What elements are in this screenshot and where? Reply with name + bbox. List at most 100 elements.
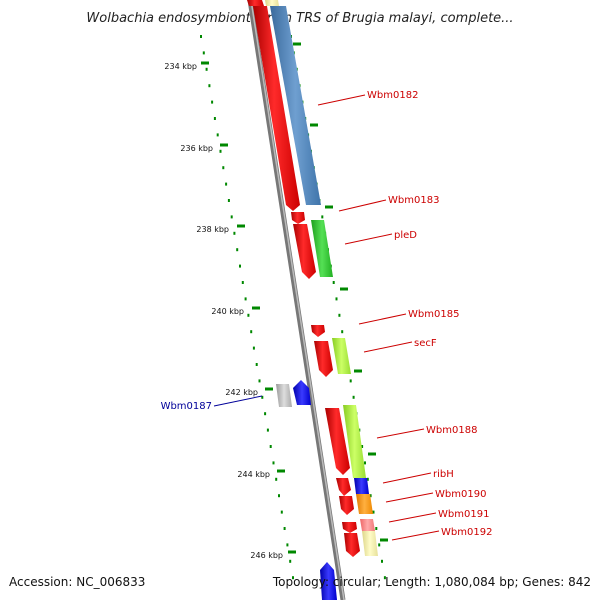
cog-bar-ribh xyxy=(354,478,369,494)
leader-line xyxy=(376,428,425,439)
leader-line xyxy=(391,530,440,541)
minor-tick-dot xyxy=(205,67,208,71)
minor-tick-dot xyxy=(349,379,352,383)
minor-tick-dot xyxy=(283,527,286,530)
leader-line xyxy=(317,94,366,106)
gene-arrow-wbm0188 xyxy=(325,408,350,475)
minor-tick-dot xyxy=(200,35,202,38)
gene-arrow xyxy=(247,0,264,6)
accession-text: Accession: NC_006833 xyxy=(9,575,145,589)
label-secf[interactable]: secF xyxy=(414,338,437,349)
minor-tick-dot xyxy=(352,395,355,399)
minor-tick-dot xyxy=(250,330,253,334)
tick-labels: 234 kbp 236 kbp 238 kbp 240 kbp 242 kbp … xyxy=(164,61,296,560)
cog-bar-wbm0190 xyxy=(356,494,373,514)
gene-arrow-wbm0191 xyxy=(342,522,357,533)
gene-labels: Wbm0182 Wbm0183 pleD Wbm0185 secF Wbm018… xyxy=(161,90,492,541)
minor-tick-dot xyxy=(261,395,264,399)
tick-label: 236 kbp xyxy=(180,144,213,153)
label-pled[interactable]: pleD xyxy=(394,230,417,241)
minor-tick-dot xyxy=(211,100,214,104)
gene-arrow-bottom xyxy=(320,562,337,600)
tick-label: 240 kbp xyxy=(211,307,244,316)
tick-label: 238 kbp xyxy=(196,225,229,234)
minor-tick-dot xyxy=(332,281,335,284)
label-ribh[interactable]: ribH xyxy=(433,469,454,480)
minor-tick-dot xyxy=(252,346,255,350)
minor-tick-dot xyxy=(375,527,378,530)
minor-tick-dot xyxy=(233,231,236,235)
leader-line xyxy=(358,313,407,325)
minor-tick-dot xyxy=(335,297,338,301)
minor-tick-dot xyxy=(369,494,372,498)
gene-arrow-pled xyxy=(293,224,316,279)
cog-bar-secf xyxy=(332,338,351,374)
minor-tick-dot xyxy=(241,281,244,284)
cog-bar-wbm0191 xyxy=(360,519,375,531)
label-wbm0190[interactable]: Wbm0190 xyxy=(435,489,486,500)
minor-tick-dot xyxy=(236,248,239,252)
label-wbm0182[interactable]: Wbm0182 xyxy=(367,90,418,101)
leader-line xyxy=(344,233,393,245)
minor-tick-dot xyxy=(247,313,250,317)
minor-tick-dot xyxy=(321,215,324,219)
minor-tick-dot xyxy=(292,576,294,580)
minor-tick-dot xyxy=(227,199,230,202)
minor-tick-dot xyxy=(258,379,261,383)
cog-bar-wbm0182 xyxy=(270,6,321,205)
minor-tick-dot xyxy=(202,51,205,55)
minor-tick-dot xyxy=(222,166,225,170)
leader-line xyxy=(388,512,437,523)
gene-arrow-wbm0190 xyxy=(339,496,354,515)
leader-line xyxy=(385,492,434,503)
gene-arrow-wbm0185 xyxy=(311,325,325,337)
tick-label: 246 kbp xyxy=(250,551,283,560)
label-wbm0191[interactable]: Wbm0191 xyxy=(438,509,489,520)
cog-bar-pled xyxy=(311,220,333,277)
minor-tick-dot xyxy=(216,133,219,137)
minor-tick-dot xyxy=(255,363,258,366)
minor-tick-dot xyxy=(219,149,222,153)
minor-tick-dot xyxy=(361,445,364,448)
minor-tick-dot xyxy=(230,215,233,219)
cog-bar-wbm0188 xyxy=(343,405,366,478)
minor-tick-dot xyxy=(275,477,278,481)
gene-arrow-wbm0183 xyxy=(291,212,305,224)
minor-tick-dot xyxy=(208,84,211,88)
label-wbm0185[interactable]: Wbm0185 xyxy=(408,309,459,320)
gene-arrow-ribh xyxy=(336,478,351,496)
gene-arrow-secf xyxy=(314,341,333,377)
minor-tick-dot xyxy=(338,313,341,317)
minor-tick-dot xyxy=(264,412,267,416)
topology-text: Topology: circular; Length: 1,080,084 bp… xyxy=(272,575,591,589)
cog-bar xyxy=(265,0,279,6)
label-wbm0188[interactable]: Wbm0188 xyxy=(426,425,477,436)
gene-arrow-wbm0182 xyxy=(253,6,300,211)
cog-bar-wbm0192 xyxy=(362,531,378,556)
leader-line xyxy=(363,341,413,353)
label-wbm0183[interactable]: Wbm0183 xyxy=(388,195,439,206)
minor-tick-dot xyxy=(286,543,289,547)
leader-line xyxy=(338,199,387,212)
minor-tick-dot xyxy=(364,461,366,465)
genome-backbone-highlight xyxy=(250,0,345,600)
minor-tick-dot xyxy=(341,330,344,334)
minor-tick-dot xyxy=(213,117,216,120)
tick-label: 244 kbp xyxy=(237,470,270,479)
minor-tick-dot xyxy=(366,477,369,481)
minor-tick-dot xyxy=(289,559,292,563)
leader-line xyxy=(382,472,432,484)
map-title: Wolbachia endosymbiont strain TRS of Bru… xyxy=(86,11,513,26)
tick-label: 242 kbp xyxy=(225,388,258,397)
gene-arrow-wbm0187 xyxy=(293,380,311,405)
cog-bar-wbm0187 xyxy=(276,384,292,407)
minor-tick-dot xyxy=(225,182,228,186)
label-wbm0187[interactable]: Wbm0187 xyxy=(161,401,212,412)
leader-line xyxy=(213,395,263,407)
minor-tick-dot xyxy=(244,297,247,301)
gene-arrow-wbm0192 xyxy=(344,533,360,557)
label-wbm0192[interactable]: Wbm0192 xyxy=(441,527,492,538)
minor-tick-dot xyxy=(278,494,280,498)
minor-tick-dot xyxy=(239,264,241,268)
right-tick-marks xyxy=(293,42,388,542)
